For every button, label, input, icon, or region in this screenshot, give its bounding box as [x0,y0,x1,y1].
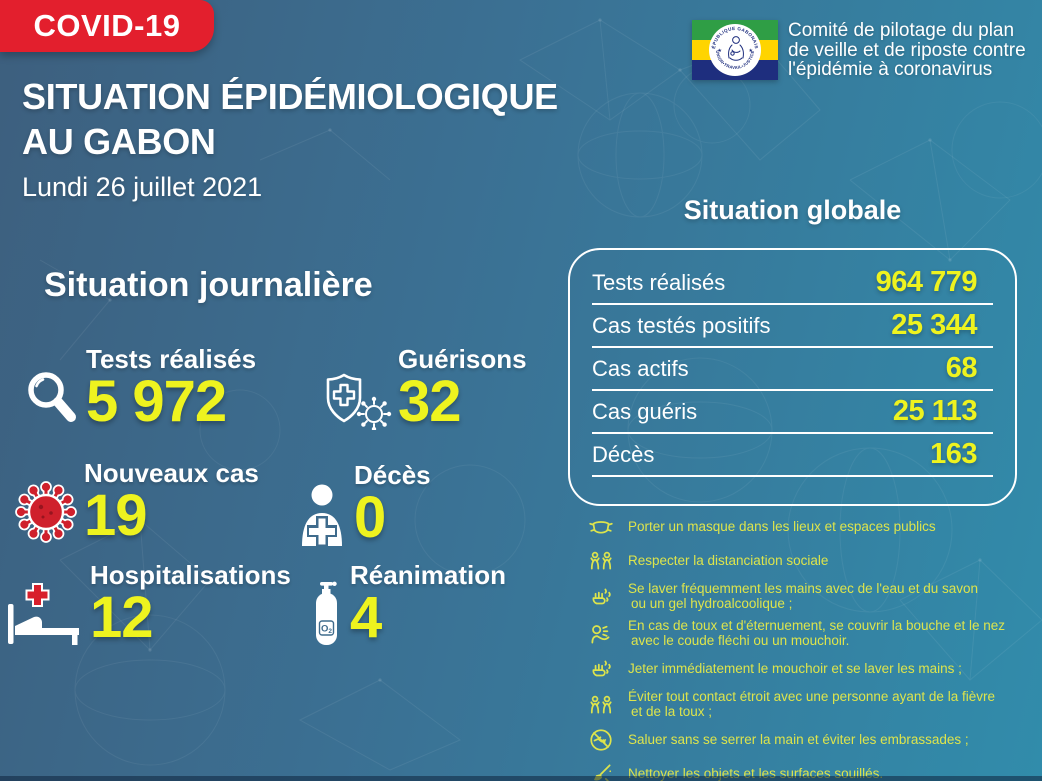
measure-text: Respecter la distanciation sociale [628,552,829,568]
table-row: Cas actifs 68 [592,348,993,391]
table-row: Décès 163 [592,434,993,477]
measure-text: En cas de toux et d'éternuement, se couv… [628,618,1006,633]
measure-text: Éviter tout contact étroit avec une pers… [628,689,995,704]
row-label: Décès [592,441,655,467]
measure-text: avec le coude fléchi ou un mouchoir. [631,632,850,648]
list-item: En cas de toux et d'éternuement, se couv… [586,618,1036,648]
svg-text:O2: O2 [321,624,332,636]
table-row: Cas testés positifs 25 344 [592,305,993,348]
list-item: Éviter tout contact étroit avec une pers… [586,689,1036,719]
daily-section-title: Situation journalière [44,266,373,304]
list-item: Respecter la distanciation sociale [586,548,1036,574]
covid19-badge: COVID-19 [0,0,214,52]
list-item: Jeter immédiatement le mouchoir et se la… [586,656,1036,682]
stat-label: Hospitalisations [90,560,291,590]
row-label: Cas actifs [592,355,689,381]
stat-value: 0 [354,485,386,550]
seal-star-right: ★ [749,48,754,54]
no-handshake-icon [586,727,616,753]
measure-text: Se laver fréquemment les mains avec de l… [628,581,979,596]
prevention-measures-list: Porter un masque dans les lieux et espac… [586,514,1036,781]
stat-guerisons: Guérisons 32 [318,344,527,434]
stat-label: Décès [354,460,431,490]
committee-line2: de veille et de riposte contre [788,39,1026,61]
coronavirus-icon [14,480,78,544]
stat-value: 19 [84,483,148,548]
stat-reanimation: O2 Réanimation 4 [310,560,507,650]
mask-icon [586,514,616,540]
stat-value: 5 972 [86,369,227,434]
row-value: 964 779 [875,266,978,298]
row-value: 25 113 [892,395,978,427]
person-medical-cross-icon [300,484,348,546]
row-value: 68 [945,352,978,384]
row-value: 163 [930,438,977,470]
stat-label: Réanimation [350,560,507,590]
page-title: SITUATION ÉPIDÉMIOLOGIQUE AU GABON Lundi… [22,74,558,207]
committee-line1: Comité de pilotage du plan [788,20,1015,41]
title-line1: SITUATION ÉPIDÉMIOLOGIQUE [22,76,558,117]
gabon-flag-logo: RÉPUBLIQUE GABONAISE UNION•TRAVAIL•JUSTI… [690,16,778,80]
wash-hands-icon [586,584,616,610]
covid19-badge-label: COVID-19 [33,8,181,43]
row-label: Cas guéris [592,398,698,424]
stat-label: Guérisons [398,344,527,374]
global-section-title: Situation globale [683,195,902,225]
stat-value: 4 [350,585,382,650]
avoid-contact-icon [586,692,616,718]
oxygen-tank-icon: O2 [310,580,344,646]
global-stats-table: Tests réalisés 964 779 Cas testés positi… [568,248,1017,506]
row-value: 25 344 [891,309,977,341]
stat-value: 12 [90,585,154,650]
hospital-bed-icon [4,582,84,646]
wash-hands-icon [586,656,616,682]
shield-cross-virus-icon [318,372,392,430]
magnifier-icon [24,368,80,430]
title-line2: AU GABON [22,121,216,162]
mini-virus [356,396,392,430]
list-item: Porter un masque dans les lieux et espac… [586,514,1036,540]
seal-star-left: ★ [718,48,723,54]
stat-deces: Décès 0 [300,460,431,550]
stat-value: 32 [398,369,462,434]
committee-line3: l'épidémie à coronavirus [788,59,993,80]
table-row: Tests réalisés 964 779 [592,262,993,305]
seal-mother-figure [728,36,744,61]
table-row: Cas guéris 25 113 [592,391,993,434]
committee-caption: Comité de pilotage du plan de veille et … [788,21,1026,80]
stat-hospitalisations: Hospitalisations 12 [4,560,291,650]
report-date: Lundi 26 juillet 2021 [22,172,263,202]
measure-text: Porter un masque dans les lieux et espac… [628,518,936,534]
row-label: Cas testés positifs [592,312,771,338]
bottom-edge-bar [0,776,1042,781]
stat-label: Tests réalisés [86,344,257,374]
list-item: Saluer sans se serrer la main et éviter … [586,727,1036,753]
measure-text: ou un gel hydroalcoolique ; [631,595,793,611]
stat-tests-realises: Tests réalisés 5 972 [24,344,257,434]
list-item: Se laver fréquemment les mains avec de l… [586,581,1036,611]
gabon-flag-seal-icon: RÉPUBLIQUE GABONAISE UNION•TRAVAIL•JUSTI… [690,16,778,80]
row-label: Tests réalisés [592,269,726,295]
measure-text: Jeter immédiatement le mouchoir et se la… [628,660,962,676]
measure-text: et de la toux ; [631,703,713,719]
stat-nouveaux-cas: Nouveaux cas 19 [14,458,259,548]
measure-text: Saluer sans se serrer la main et éviter … [628,731,969,747]
cough-elbow-icon [586,621,616,647]
stat-label: Nouveaux cas [84,458,259,488]
social-distancing-icon [586,548,616,574]
